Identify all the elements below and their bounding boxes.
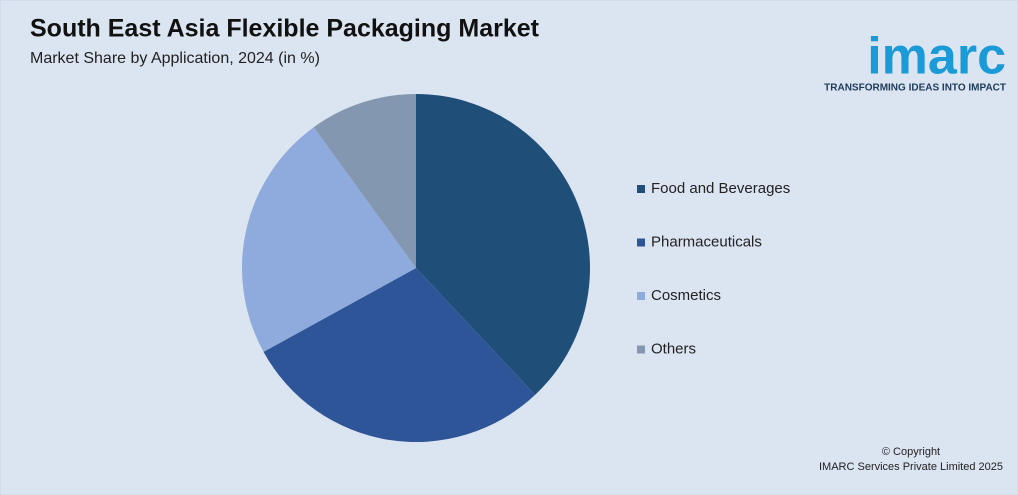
logo-tagline: TRANSFORMING IDEAS INTO IMPACT xyxy=(824,83,1006,94)
pie-slice xyxy=(313,94,416,268)
pie-slice xyxy=(416,94,590,395)
legend: Food and Beverages Pharmaceuticals Cosmeti… xyxy=(637,180,790,357)
legend-marker xyxy=(637,238,645,247)
legend-label: Cosmetics xyxy=(651,287,721,304)
copyright: IMARC Services Private Limited 2025 xyxy=(819,461,1003,473)
logo: imarc xyxy=(867,28,1006,86)
pie-slice xyxy=(242,127,416,352)
chart-title: South East Asia Flexible Packaging Marke… xyxy=(30,15,540,43)
copyright: © Copyright xyxy=(882,446,940,458)
legend-label: Food and Beverages xyxy=(651,180,790,197)
legend-label: Pharmaceuticals xyxy=(651,233,762,250)
pie-slice xyxy=(263,268,536,442)
legend-marker xyxy=(637,345,645,354)
legend-label: Others xyxy=(651,340,696,357)
legend-marker xyxy=(637,185,645,193)
pie xyxy=(242,94,590,442)
legend-marker xyxy=(637,292,645,300)
chart-subtitle: Market Share by Application, 2024 (in %) xyxy=(30,50,320,67)
